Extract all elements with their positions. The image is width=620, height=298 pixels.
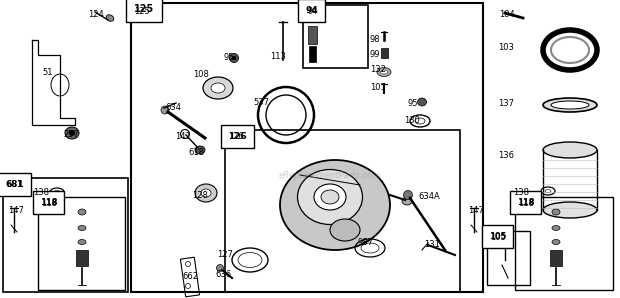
Ellipse shape — [195, 184, 217, 202]
Bar — [180, 257, 200, 297]
Text: 95: 95 — [408, 99, 419, 108]
Text: 104: 104 — [499, 10, 515, 19]
Text: 987: 987 — [358, 238, 374, 247]
Ellipse shape — [377, 68, 391, 77]
Text: eReplacementParts.com: eReplacementParts.com — [279, 170, 381, 179]
Ellipse shape — [330, 219, 360, 241]
Text: 681: 681 — [5, 180, 24, 189]
Text: 98: 98 — [370, 35, 381, 44]
Ellipse shape — [402, 197, 412, 205]
Text: 125: 125 — [134, 4, 154, 14]
Text: 127: 127 — [217, 250, 233, 259]
Bar — [308, 26, 317, 44]
Ellipse shape — [229, 54, 239, 63]
Bar — [38, 197, 125, 290]
Ellipse shape — [551, 101, 589, 109]
Ellipse shape — [552, 240, 560, 244]
Text: 257: 257 — [63, 130, 79, 139]
Ellipse shape — [161, 106, 169, 114]
Ellipse shape — [404, 190, 412, 199]
Ellipse shape — [321, 190, 339, 204]
Ellipse shape — [106, 15, 114, 21]
Text: 131: 131 — [424, 240, 440, 249]
Text: 125: 125 — [134, 7, 150, 16]
Text: 113: 113 — [270, 52, 286, 61]
Text: 137: 137 — [498, 99, 514, 108]
Text: 101: 101 — [370, 83, 386, 92]
Text: 124: 124 — [88, 10, 104, 19]
Text: 95: 95 — [224, 53, 234, 62]
Text: 141: 141 — [175, 132, 191, 141]
Ellipse shape — [203, 77, 233, 99]
Ellipse shape — [298, 170, 363, 224]
Text: 618: 618 — [188, 148, 204, 157]
Bar — [309, 46, 316, 62]
Text: 105: 105 — [490, 233, 506, 242]
Text: 662: 662 — [182, 272, 198, 281]
Bar — [76, 250, 88, 266]
Bar — [3, 178, 128, 292]
Text: 126: 126 — [228, 132, 244, 141]
Ellipse shape — [417, 98, 427, 106]
Text: 147: 147 — [8, 206, 24, 215]
Ellipse shape — [543, 202, 597, 218]
Text: 128: 128 — [192, 191, 208, 200]
Text: 138: 138 — [513, 188, 529, 197]
Bar — [515, 197, 613, 290]
Text: 118: 118 — [40, 198, 58, 207]
Text: 105: 105 — [489, 232, 507, 241]
Ellipse shape — [232, 56, 236, 60]
Text: 681: 681 — [6, 180, 22, 189]
Bar — [225, 130, 460, 292]
Text: 108: 108 — [193, 70, 209, 79]
Text: 51: 51 — [42, 68, 53, 77]
Bar — [550, 250, 562, 266]
Text: 537: 537 — [253, 98, 269, 107]
Ellipse shape — [280, 160, 390, 250]
Ellipse shape — [543, 98, 597, 112]
Ellipse shape — [552, 209, 560, 215]
Ellipse shape — [314, 184, 346, 210]
Ellipse shape — [552, 226, 560, 230]
Bar — [303, 5, 368, 68]
Text: 136: 136 — [498, 151, 514, 160]
Ellipse shape — [381, 70, 388, 74]
Text: 94: 94 — [305, 6, 317, 15]
Ellipse shape — [543, 142, 597, 158]
Text: 138: 138 — [33, 188, 49, 197]
Text: 118: 118 — [518, 199, 534, 208]
Ellipse shape — [195, 146, 205, 154]
Text: 130: 130 — [404, 116, 420, 125]
Ellipse shape — [69, 131, 75, 136]
Text: 147: 147 — [468, 206, 484, 215]
Ellipse shape — [216, 265, 223, 271]
Bar — [131, 3, 483, 292]
Ellipse shape — [211, 83, 225, 93]
Text: 634: 634 — [165, 103, 181, 112]
Text: 634A: 634A — [418, 192, 440, 201]
Bar — [487, 231, 530, 285]
Text: 99: 99 — [370, 50, 381, 59]
Text: 132: 132 — [370, 65, 386, 74]
Ellipse shape — [78, 226, 86, 230]
Ellipse shape — [65, 127, 79, 139]
Ellipse shape — [201, 189, 211, 197]
Text: 103: 103 — [498, 43, 514, 52]
Text: 118: 118 — [41, 199, 57, 208]
Text: 94: 94 — [307, 7, 317, 16]
Ellipse shape — [78, 209, 86, 215]
Text: 636: 636 — [215, 270, 231, 279]
Text: 118: 118 — [517, 198, 534, 207]
Ellipse shape — [78, 240, 86, 244]
Text: 126: 126 — [228, 132, 247, 141]
Bar — [381, 48, 388, 58]
